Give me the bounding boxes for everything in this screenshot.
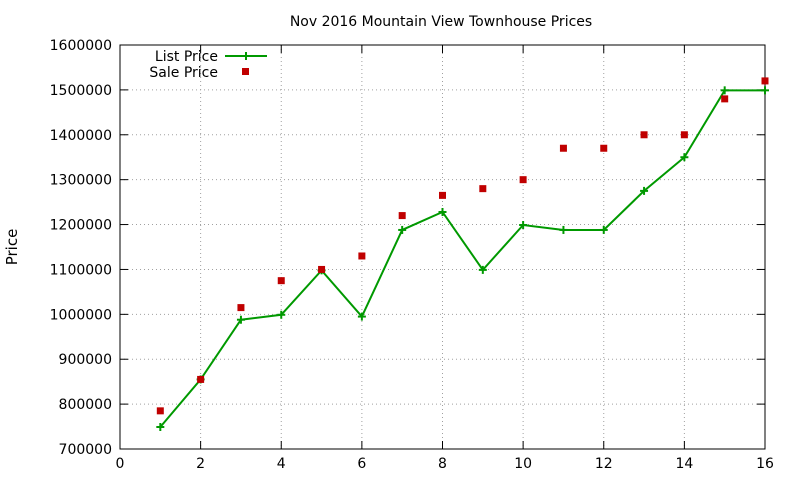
y-tick-label: 900000 bbox=[59, 352, 112, 368]
x-tick-label: 10 bbox=[514, 456, 532, 472]
x-tick-label: 4 bbox=[277, 456, 286, 472]
x-tick-label: 16 bbox=[756, 456, 774, 472]
y-tick-label: 1600000 bbox=[50, 38, 112, 54]
y-tick-label: 1500000 bbox=[50, 83, 112, 99]
y-tick-label: 1400000 bbox=[50, 128, 112, 144]
sale-price-point bbox=[680, 131, 688, 139]
sale-price-point bbox=[519, 176, 527, 184]
y-tick-label: 1200000 bbox=[50, 218, 112, 234]
list-price-line bbox=[159, 89, 765, 428]
list-price-point bbox=[559, 225, 568, 234]
list-price-point bbox=[357, 312, 366, 321]
y-tick-label: 800000 bbox=[59, 397, 112, 413]
sale-price-point bbox=[318, 265, 326, 273]
sale-price-point bbox=[640, 131, 648, 139]
sale-price-point bbox=[237, 304, 245, 312]
data-series bbox=[156, 77, 769, 432]
list-price-point bbox=[438, 207, 447, 216]
sale-price-point bbox=[197, 375, 205, 383]
axis-ticks: 700000 800000 900000 1000000 1100000 1200000 1… bbox=[50, 38, 774, 472]
list-price-point bbox=[236, 315, 245, 324]
list-price-point bbox=[398, 225, 407, 234]
x-tick-label: 2 bbox=[196, 456, 205, 472]
legend-marker-sale-price bbox=[242, 68, 249, 75]
x-tick-label: 8 bbox=[438, 456, 447, 472]
legend: List Price Sale Price bbox=[149, 49, 267, 81]
list-price-point bbox=[277, 310, 286, 319]
chart-title: Nov 2016 Mountain View Townhouse Prices bbox=[290, 14, 592, 30]
list-price-point bbox=[720, 86, 729, 95]
list-price-point bbox=[640, 186, 649, 195]
list-price-point bbox=[761, 86, 769, 95]
x-tick-label: 14 bbox=[675, 456, 693, 472]
y-axis-label: Price bbox=[3, 229, 21, 266]
list-price-point bbox=[478, 265, 487, 274]
x-tick-label: 12 bbox=[595, 456, 613, 472]
sale-price-point bbox=[600, 144, 608, 152]
sale-price-point bbox=[439, 191, 446, 199]
y-tick-label: 1100000 bbox=[50, 262, 112, 278]
legend-label-list-price: List Price bbox=[155, 49, 218, 65]
list-price-point bbox=[519, 221, 528, 230]
sale-price-point bbox=[358, 252, 366, 260]
y-tick-label: 1300000 bbox=[50, 173, 112, 189]
y-tick-label: 700000 bbox=[59, 442, 112, 458]
sale-price-point bbox=[721, 95, 729, 103]
sale-price-point bbox=[761, 77, 769, 85]
legend-label-sale-price: Sale Price bbox=[149, 65, 218, 81]
sale-price-point bbox=[559, 144, 567, 152]
list-price-point bbox=[156, 423, 165, 432]
list-price-point bbox=[680, 153, 689, 162]
sale-price-point bbox=[156, 407, 164, 415]
x-tick-label: 0 bbox=[116, 456, 125, 472]
list-price-point bbox=[599, 225, 608, 234]
y-tick-label: 1000000 bbox=[50, 307, 112, 323]
grid-lines bbox=[120, 45, 765, 449]
sale-price-point bbox=[277, 277, 285, 285]
sale-price-point bbox=[398, 212, 406, 220]
legend-marker-list-price bbox=[242, 52, 250, 60]
sale-price-point bbox=[479, 185, 487, 193]
x-tick-label: 6 bbox=[357, 456, 366, 472]
